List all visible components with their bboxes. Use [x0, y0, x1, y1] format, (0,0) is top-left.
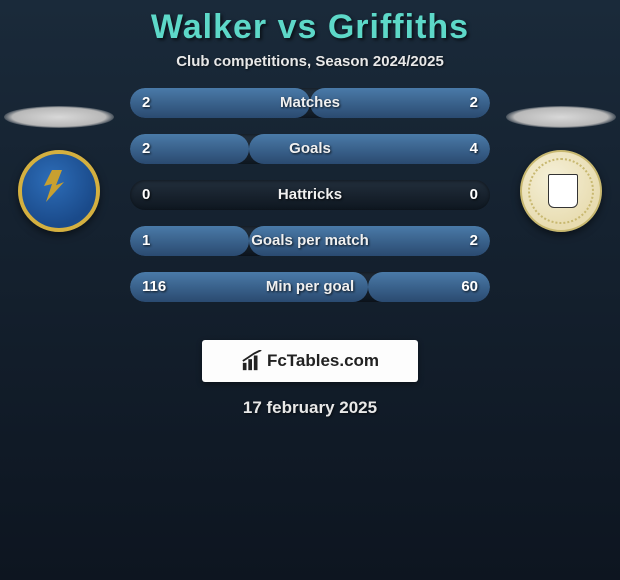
stat-row: 11660Min per goal [130, 272, 490, 302]
stat-row: 24Goals [130, 134, 490, 164]
branding-text: FcTables.com [267, 351, 379, 371]
stat-row: 12Goals per match [130, 226, 490, 256]
stat-row: 00Hattricks [130, 180, 490, 210]
stat-label: Goals per match [130, 226, 490, 256]
stat-row: 22Matches [130, 88, 490, 118]
chart-icon [241, 350, 263, 372]
branding-box: FcTables.com [202, 340, 418, 382]
player-shadow-right [506, 106, 616, 128]
subtitle: Club competitions, Season 2024/2025 [0, 53, 620, 70]
team-badge-left [18, 150, 100, 232]
date-label: 17 february 2025 [0, 398, 620, 418]
stat-label: Matches [130, 88, 490, 118]
page-title: Walker vs Griffiths [0, 0, 620, 47]
comparison-arena: 22Matches 24Goals 00Hattricks 12Goals per m… [0, 88, 620, 328]
stat-bars-container: 22Matches 24Goals 00Hattricks 12Goals per m… [130, 88, 490, 318]
stat-label: Hattricks [130, 180, 490, 210]
player-shadow-left [4, 106, 114, 128]
stat-label: Goals [130, 134, 490, 164]
stat-label: Min per goal [130, 272, 490, 302]
team-badge-right [520, 150, 602, 232]
